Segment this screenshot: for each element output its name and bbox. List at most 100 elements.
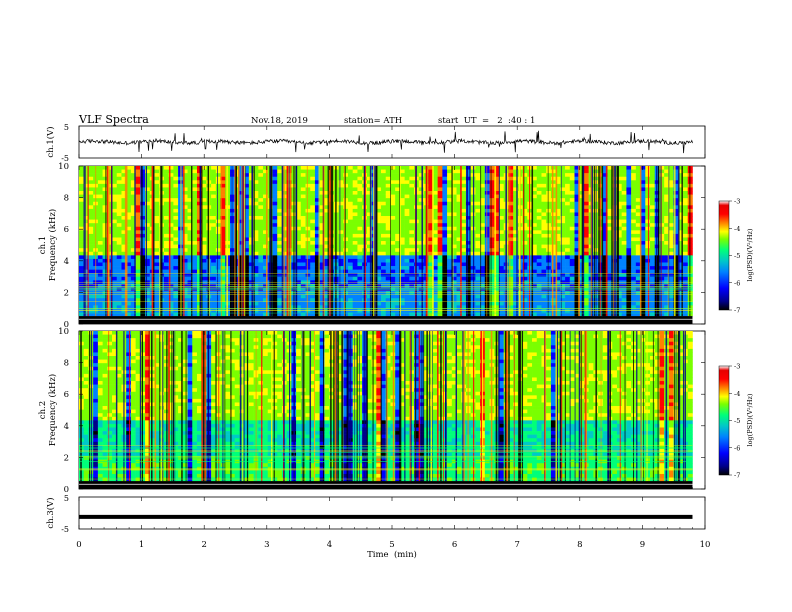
spec-cell — [192, 305, 198, 310]
spec-cell — [272, 173, 278, 178]
spec-cell — [475, 180, 481, 185]
spec-cell — [305, 308, 311, 313]
spec-cell — [168, 298, 174, 303]
spec-cell — [130, 312, 136, 317]
spec-cell — [447, 283, 453, 288]
spec-cell — [79, 194, 85, 199]
spec-cell — [201, 173, 207, 178]
spec-cell — [465, 226, 471, 231]
spec-cell — [442, 187, 448, 192]
spec-cell — [475, 216, 481, 220]
spec-cell — [399, 294, 405, 299]
spec-cell — [145, 169, 151, 174]
spec-cell — [428, 223, 434, 228]
spec-cell — [338, 262, 344, 267]
spec-cell — [621, 205, 627, 210]
spec-cell — [532, 255, 538, 260]
spec-cell — [357, 244, 363, 249]
spec-cell — [489, 176, 495, 181]
spec-cell — [112, 191, 118, 195]
spec-cell — [168, 198, 174, 203]
spec-cell — [230, 194, 236, 199]
spec-cell — [428, 166, 434, 170]
spec-cell — [79, 294, 85, 299]
spec-cell — [324, 276, 330, 281]
spec-cell — [574, 173, 580, 178]
spec-cell — [168, 166, 174, 170]
spec-cell — [451, 269, 457, 274]
spec-cell — [211, 248, 217, 253]
spec-cell — [484, 176, 490, 181]
spec-cell — [484, 169, 490, 174]
spec-cell — [135, 266, 141, 270]
spec-cell — [272, 180, 278, 185]
spec-cell — [409, 269, 415, 274]
spec-cell — [536, 287, 542, 292]
spec-cell — [437, 226, 443, 231]
spec-cell — [116, 180, 122, 185]
spec-cell — [168, 216, 174, 220]
spec-cell — [395, 205, 401, 210]
spec-cell — [248, 223, 254, 228]
spec-cell — [432, 266, 438, 270]
spec-cell — [437, 248, 443, 253]
spec-cell — [187, 308, 193, 313]
spec-cell — [428, 176, 434, 181]
spec-cell — [428, 194, 434, 199]
spec-cell — [88, 187, 94, 192]
spec-cell — [277, 176, 283, 181]
spec-cell — [532, 233, 538, 238]
spec-cell — [258, 308, 264, 313]
spec-cell — [546, 180, 552, 185]
spec-cell — [409, 312, 415, 317]
spec-cell — [541, 237, 547, 242]
spec-cell — [536, 233, 542, 238]
spec-cell — [499, 251, 505, 256]
spec-cell — [550, 183, 556, 188]
spec-cell — [602, 216, 608, 220]
spec-cell — [234, 266, 240, 270]
spec-cell — [465, 251, 471, 256]
spec-cell — [499, 241, 505, 245]
spec-cell — [508, 308, 514, 313]
spec-cell — [163, 276, 169, 281]
spec-cell — [508, 237, 514, 242]
spec-cell — [381, 280, 387, 285]
spec-cell — [456, 291, 462, 295]
spec-cell — [357, 273, 363, 278]
spec-cell — [116, 305, 122, 310]
spec-cell — [432, 166, 438, 170]
spec-cell — [409, 166, 415, 170]
spec-cell — [385, 169, 391, 174]
spec-cell — [319, 287, 325, 292]
spec-cell — [173, 216, 179, 220]
spec-cell — [116, 208, 122, 213]
spec-cell — [626, 244, 632, 249]
spec-cell — [234, 183, 240, 188]
spec-cell — [583, 248, 589, 253]
spec-cell — [451, 216, 457, 220]
spec-cell — [102, 262, 108, 267]
spec-cell — [404, 223, 410, 228]
spec-cell — [499, 198, 505, 203]
spec-cell — [126, 244, 132, 249]
spec-cell — [230, 208, 236, 213]
spec-cell — [583, 194, 589, 199]
spec-cell — [263, 183, 269, 188]
spec-cell — [616, 258, 622, 263]
spec-cell — [508, 230, 514, 235]
spec-cell — [192, 205, 198, 210]
spec-cell — [196, 230, 202, 235]
spec-cell — [121, 298, 127, 303]
spec-cell — [102, 248, 108, 253]
ch1-ylabel: ch.1(V) — [45, 126, 56, 157]
spec-cell — [461, 258, 467, 263]
spec-cell — [154, 301, 160, 306]
spec-cell — [215, 187, 221, 192]
spec-cell — [616, 212, 622, 217]
spec-cell — [215, 262, 221, 267]
spec-cell — [593, 308, 599, 313]
spec-cell — [220, 305, 226, 310]
spec-cell — [432, 201, 438, 206]
spec-cell — [555, 166, 561, 170]
